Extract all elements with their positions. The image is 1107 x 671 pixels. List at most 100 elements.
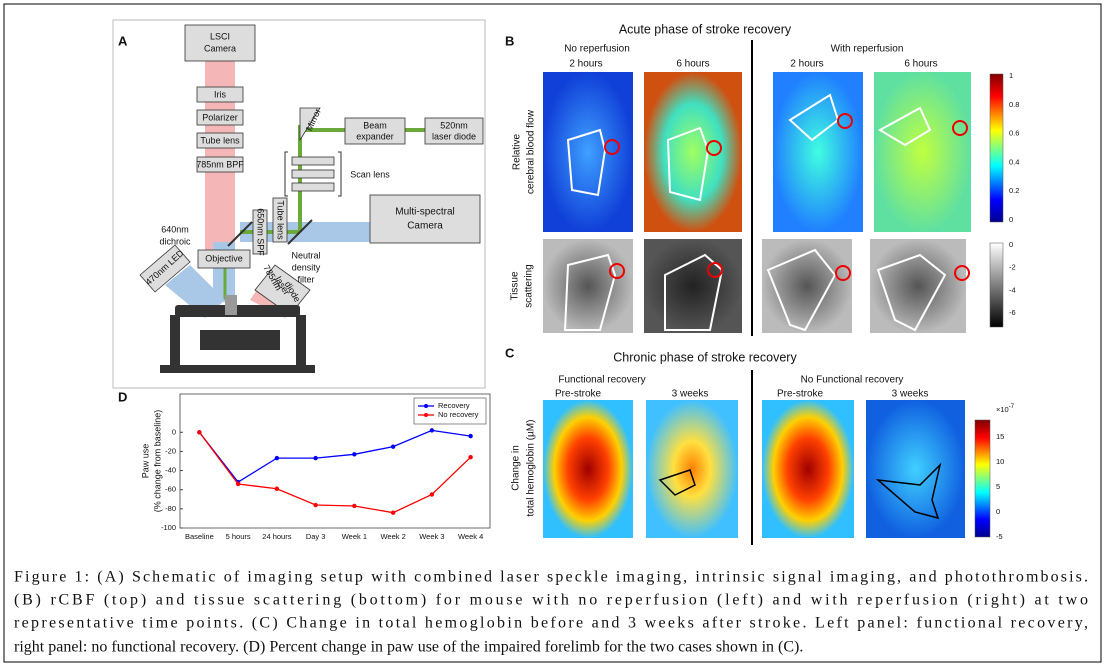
colorbar bbox=[990, 74, 1003, 222]
group-label: No reperfusion bbox=[564, 44, 630, 55]
point bbox=[275, 456, 279, 460]
image bbox=[644, 72, 742, 232]
row-label: Tissue bbox=[510, 271, 521, 301]
component-label: density bbox=[292, 262, 321, 272]
colorbar-tick-label: 0.2 bbox=[1009, 186, 1019, 195]
colorbar-tick-label: -5 bbox=[996, 532, 1003, 541]
x-tick-label: 5 hours bbox=[226, 532, 251, 541]
time-label: 6 hours bbox=[676, 59, 709, 70]
legend-label: No recovery bbox=[438, 410, 479, 419]
legend-label: Recovery bbox=[438, 401, 470, 410]
point bbox=[468, 434, 472, 438]
colorbar-tick-label: 5 bbox=[996, 482, 1000, 491]
colorbar-tick-label: -4 bbox=[1009, 285, 1016, 294]
component-label: LSCI bbox=[210, 31, 230, 41]
image bbox=[644, 239, 742, 333]
component-label: Iris bbox=[214, 89, 226, 99]
component-label: Camera bbox=[407, 221, 443, 232]
caption-line: representative time points. (C) Change i… bbox=[14, 615, 1088, 632]
component-label: Multi-spectral bbox=[395, 207, 454, 218]
y-tick-label: -60 bbox=[165, 485, 176, 494]
colorbar-tick-label: 0 bbox=[1009, 240, 1013, 249]
time-label: 3 weeks bbox=[672, 389, 709, 400]
x-tick-label: Week 4 bbox=[458, 532, 483, 541]
point bbox=[197, 430, 201, 434]
component-label: Camera bbox=[204, 43, 236, 53]
y-tick-label: 0 bbox=[172, 427, 176, 436]
y-axis-label: (% change from baseline) bbox=[152, 410, 162, 513]
group-label: With reperfusion bbox=[831, 44, 904, 55]
point bbox=[430, 428, 434, 432]
image bbox=[874, 72, 971, 232]
row-label: Change in bbox=[511, 445, 522, 491]
x-tick-label: Baseline bbox=[185, 532, 214, 541]
caption: Figure 1: (A) Schematic of imaging setup… bbox=[14, 569, 1088, 656]
component-label: Tube lens bbox=[200, 135, 240, 145]
time-label: 6 hours bbox=[904, 59, 937, 70]
figure: A LSCI Camera Iris Polarizer Tube lens 7… bbox=[0, 0, 1107, 666]
x-tick-label: Day 3 bbox=[306, 532, 326, 541]
point bbox=[352, 504, 356, 508]
component-label: 650nm SPF bbox=[256, 208, 266, 256]
colorbar bbox=[990, 243, 1003, 327]
group-label: No Functional recovery bbox=[801, 375, 904, 386]
panel-title: Chronic phase of stroke recovery bbox=[613, 350, 797, 364]
time-label: 3 weeks bbox=[892, 389, 929, 400]
colorbar bbox=[975, 420, 990, 537]
colorbar-tick-label: -6 bbox=[1009, 308, 1016, 317]
caption-line: (B) rCBF (top) and tissue scattering (bo… bbox=[14, 592, 1088, 609]
point bbox=[313, 503, 317, 507]
caption-line: Figure 1: (A) Schematic of imaging setup… bbox=[14, 569, 1088, 586]
colorbar-tick-label: -2 bbox=[1009, 263, 1016, 272]
component-label: expander bbox=[356, 131, 394, 141]
component-label: 785nm BPF bbox=[196, 159, 244, 169]
time-label: Pre-stroke bbox=[555, 389, 602, 400]
legend-marker bbox=[424, 413, 428, 417]
time-label: 2 hours bbox=[790, 59, 823, 70]
image bbox=[543, 72, 633, 232]
y-axis-label: Paw use bbox=[140, 444, 150, 479]
colorbar-tick-label: 0 bbox=[996, 507, 1000, 516]
group-label: Functional recovery bbox=[558, 375, 645, 386]
component-label: Scan lens bbox=[350, 169, 390, 179]
colorbar-tick-label: 15 bbox=[996, 432, 1004, 441]
panel-label: C bbox=[505, 345, 515, 360]
image bbox=[773, 72, 863, 232]
colorbar-tick-label: 1 bbox=[1009, 71, 1013, 80]
point bbox=[313, 456, 317, 460]
component-label: 520nm bbox=[440, 120, 468, 130]
y-tick-label: -100 bbox=[161, 523, 176, 532]
y-tick-label: -40 bbox=[165, 466, 176, 475]
colorbar-tick-label: 0.6 bbox=[1009, 129, 1019, 138]
x-tick-label: Week 2 bbox=[380, 532, 405, 541]
x-tick-label: 24 hours bbox=[262, 532, 291, 541]
component-label: Tube lens bbox=[276, 200, 286, 240]
caption-line: right panel: no functional recovery. (D)… bbox=[14, 639, 803, 656]
colorbar-tick-label: 10 bbox=[996, 457, 1004, 466]
component-label: dichroic bbox=[159, 236, 191, 246]
colorbar-tick-label: 0.8 bbox=[1009, 100, 1019, 109]
component-label: filter bbox=[297, 274, 314, 284]
y-tick-label: -20 bbox=[165, 446, 176, 455]
point bbox=[236, 482, 240, 486]
colorbar-tick-label: 0.4 bbox=[1009, 157, 1019, 166]
image bbox=[543, 400, 633, 538]
image bbox=[866, 400, 965, 538]
row-label: scattering bbox=[524, 264, 535, 307]
component-label: laser diode bbox=[432, 131, 476, 141]
point bbox=[275, 487, 279, 491]
component-label: 640nm bbox=[161, 224, 189, 234]
image bbox=[543, 239, 633, 333]
panel-title: Acute phase of stroke recovery bbox=[619, 22, 792, 36]
point bbox=[391, 510, 395, 514]
point bbox=[391, 444, 395, 448]
legend-marker bbox=[424, 404, 428, 408]
component-label: Beam bbox=[363, 120, 387, 130]
image bbox=[762, 400, 854, 538]
component-label: Polarizer bbox=[202, 112, 238, 122]
point bbox=[352, 452, 356, 456]
time-label: Pre-stroke bbox=[777, 389, 824, 400]
row-label: total hemoglobin (µM) bbox=[526, 420, 537, 517]
colorbar-exponent: ×10-7 bbox=[996, 404, 1015, 414]
